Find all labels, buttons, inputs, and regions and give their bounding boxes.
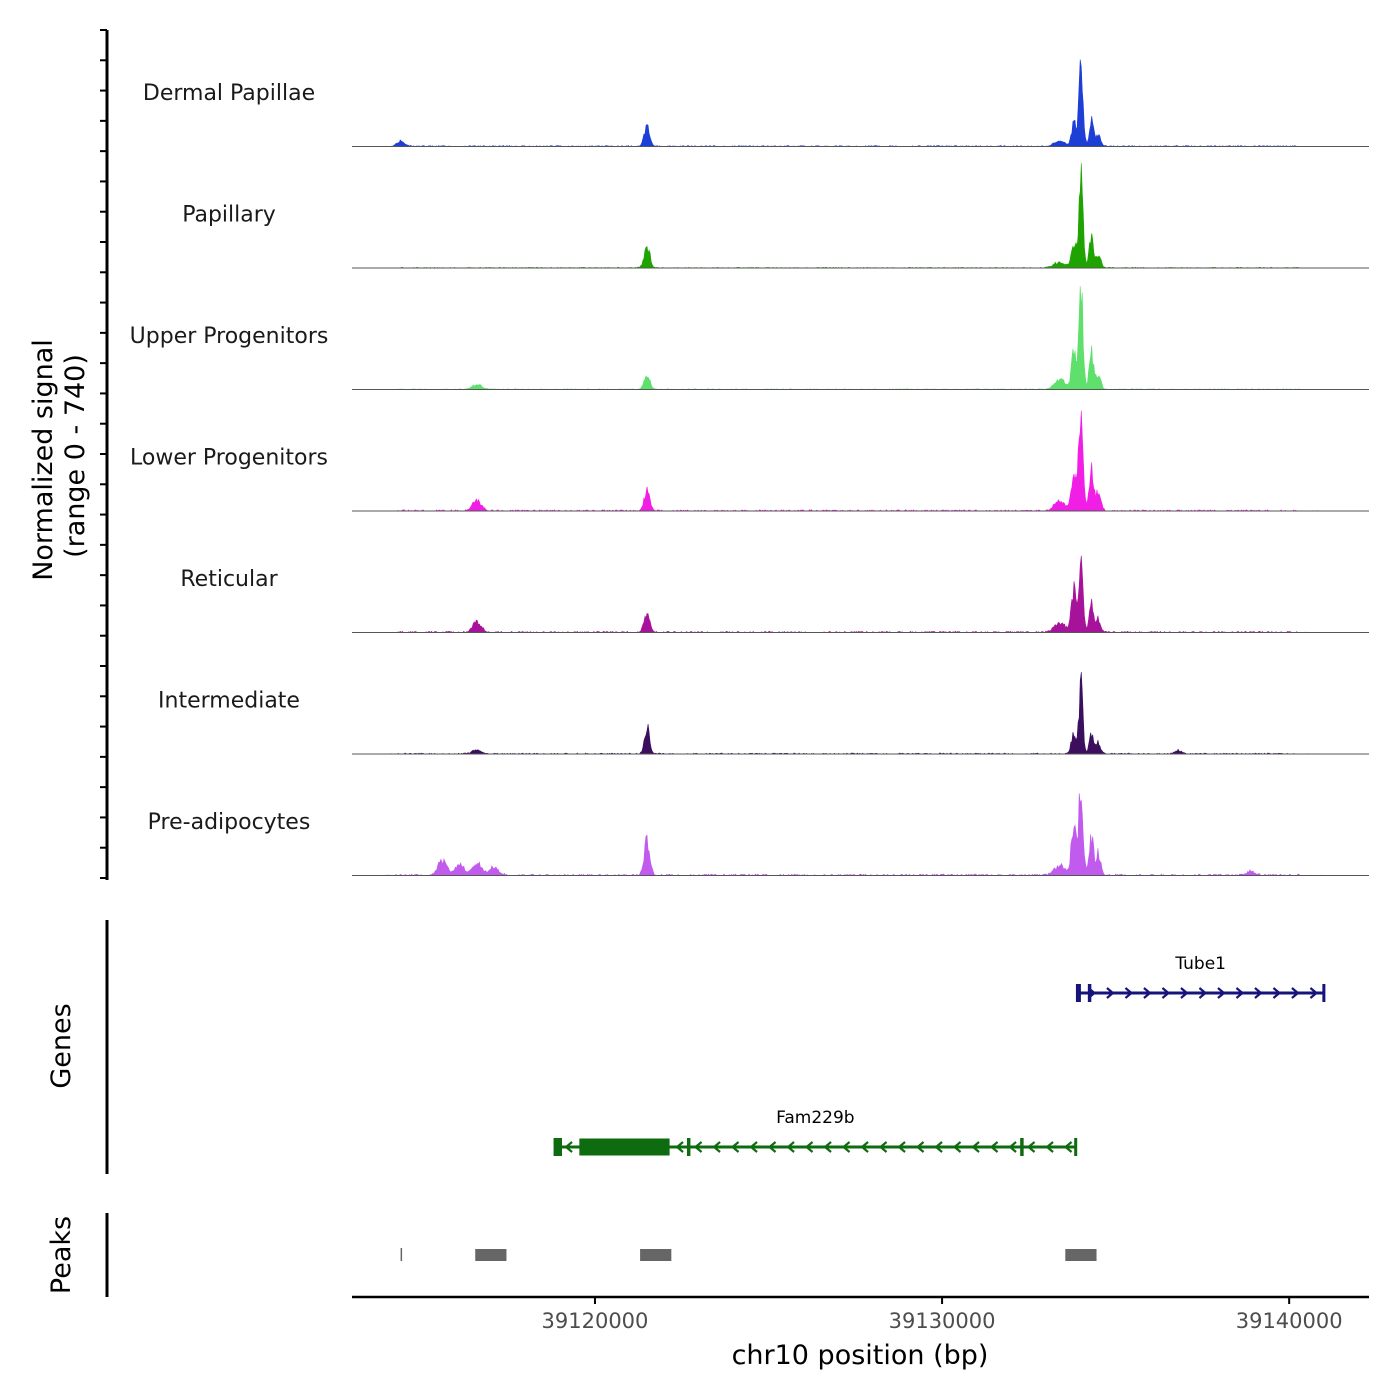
- strand-arrow: [1026, 1141, 1036, 1153]
- strand-arrow: [767, 1141, 777, 1153]
- peak-region: [1065, 1249, 1097, 1261]
- coverage-area-6: [386, 793, 1325, 877]
- strand-arrow: [675, 1141, 684, 1153]
- strand-arrow: [1143, 987, 1152, 999]
- track-label: Lower Progenitors: [130, 446, 328, 471]
- x-axis-ticks: 39120000 39130000 39140000: [542, 1297, 1343, 1333]
- gene-annotations: Tube1 Fam229b: [553, 954, 1326, 1156]
- strand-arrow: [1217, 987, 1226, 999]
- strand-arrow: [989, 1141, 999, 1153]
- strand-arrow: [897, 1141, 906, 1153]
- x-axis-label: chr10 position (bp): [732, 1340, 989, 1371]
- coverage-y-label-line2: (range 0 - 740): [60, 354, 91, 558]
- strand-arrow: [730, 1141, 740, 1153]
- peak-annotations: [400, 1248, 1097, 1261]
- track-label: Dermal Papillae: [143, 81, 315, 106]
- strand-arrow: [1272, 987, 1282, 999]
- strand-arrow: [1235, 987, 1245, 999]
- strand-arrow: [878, 1141, 888, 1153]
- strand-arrow: [952, 1141, 962, 1153]
- peak-region: [400, 1248, 403, 1261]
- strand-arrow: [1063, 1141, 1073, 1153]
- exon-block: [579, 1138, 670, 1156]
- track-label: Pre-adipocytes: [148, 810, 311, 835]
- strand-arrow: [823, 1141, 832, 1153]
- strand-arrow: [749, 1141, 758, 1153]
- coverage-area-5: [386, 672, 1325, 755]
- track-label: Reticular: [180, 567, 278, 592]
- strand-arrow: [712, 1141, 721, 1153]
- strand-arrow: [1045, 1141, 1054, 1153]
- exon-block: [1077, 984, 1081, 1002]
- strand-arrow: [971, 1141, 980, 1153]
- strand-arrow: [1106, 987, 1115, 999]
- x-tick-label: 39120000: [542, 1309, 649, 1333]
- strand-arrow: [804, 1141, 814, 1153]
- exon-block: [555, 1138, 562, 1156]
- strand-arrow: [1198, 987, 1208, 999]
- coverage-y-ticks: [100, 29, 107, 879]
- strand-arrow: [693, 1141, 703, 1153]
- strand-arrow: [564, 1141, 573, 1153]
- coverage-area-3: [386, 410, 1324, 512]
- strand-arrow: [1161, 987, 1171, 999]
- strand-arrow: [860, 1141, 869, 1153]
- strand-arrow: [1180, 987, 1189, 999]
- coverage-area-2: [386, 286, 1324, 390]
- genes-y-label: Genes: [46, 1003, 77, 1088]
- strand-arrow: [915, 1141, 925, 1153]
- peaks-y-label: Peaks: [46, 1216, 77, 1294]
- coverage-area-4: [386, 555, 1324, 633]
- track-label: Intermediate: [158, 689, 300, 714]
- peak-region: [475, 1249, 507, 1261]
- strand-arrow: [1254, 987, 1263, 999]
- exon-block: [1020, 1138, 1024, 1156]
- track-label: Upper Progenitors: [130, 324, 329, 349]
- exon-block: [1087, 984, 1092, 1002]
- coverage-tracks: Dermal Papillae Papillary Upper Progenitor…: [130, 59, 1369, 877]
- strand-arrow: [1008, 1141, 1017, 1153]
- gene-label: Tube1: [1174, 954, 1226, 974]
- coverage-area-1: [386, 163, 1325, 269]
- track-label: Papillary: [182, 203, 276, 228]
- gene-label: Fam229b: [776, 1108, 854, 1128]
- strand-arrow: [934, 1141, 943, 1153]
- strand-arrow: [841, 1141, 851, 1153]
- x-tick-label: 39130000: [889, 1309, 996, 1333]
- x-tick-label: 39140000: [1236, 1309, 1343, 1333]
- strand-arrow: [1309, 987, 1319, 999]
- strand-arrow: [786, 1141, 795, 1153]
- coverage-area-0: [386, 59, 1325, 147]
- strand-arrow: [1291, 987, 1300, 999]
- coverage-y-label-line1: Normalized signal: [28, 339, 59, 581]
- strand-arrow: [1124, 987, 1134, 999]
- peak-region: [640, 1249, 672, 1261]
- exon-block: [686, 1138, 691, 1156]
